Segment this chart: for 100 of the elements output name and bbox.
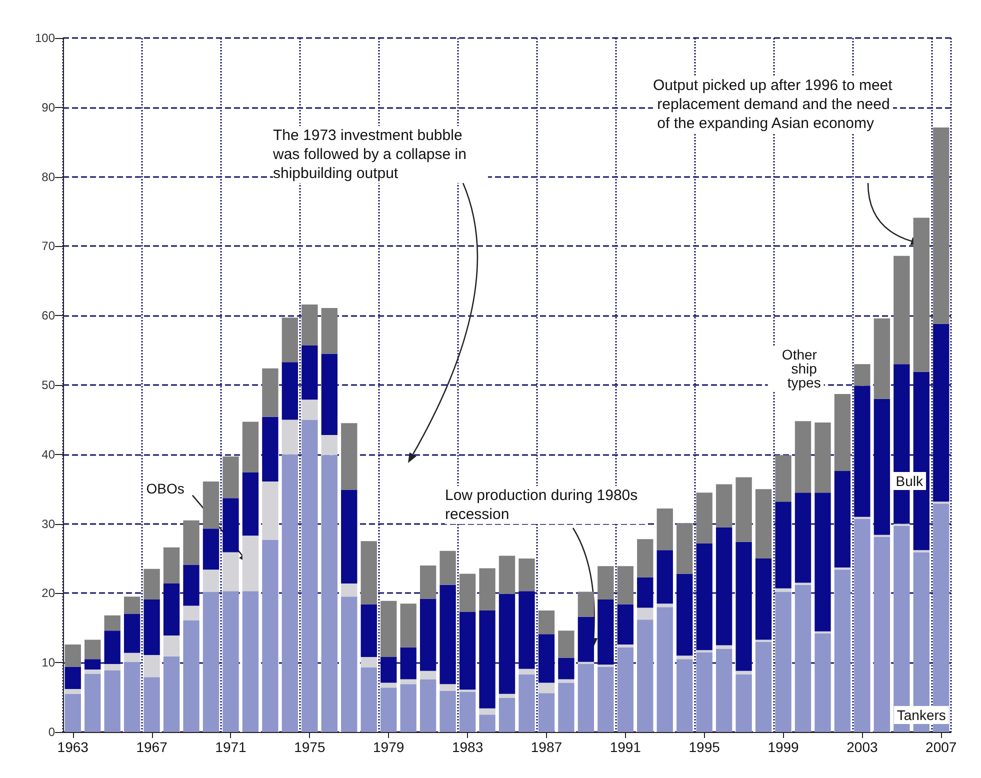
bar: [104, 664, 120, 670]
bar: [913, 218, 930, 372]
bar: [558, 658, 574, 680]
bar: [64, 644, 81, 667]
bar: [64, 666, 81, 689]
x-tick-label: 1971: [215, 739, 247, 755]
bar: [124, 662, 140, 732]
bar: [183, 606, 200, 620]
y-tick-label: 100: [34, 31, 56, 45]
bar: [420, 598, 436, 671]
y-tick-label: 70: [42, 239, 56, 254]
y-tick-label: 90: [42, 100, 56, 114]
bar: [222, 498, 239, 552]
bar: [558, 630, 574, 658]
bar: [282, 318, 298, 362]
bar: [360, 541, 377, 604]
bar: [282, 454, 298, 732]
bar: [341, 583, 358, 597]
bar: [716, 527, 732, 646]
bar: [716, 648, 732, 732]
bar: [282, 362, 298, 420]
bar: [775, 588, 792, 592]
bar: [538, 693, 555, 732]
bar: [498, 556, 516, 594]
bar: [440, 691, 456, 732]
bar: [302, 420, 318, 732]
bar: [321, 434, 338, 456]
bar: [380, 600, 397, 658]
bar: [380, 682, 397, 688]
bar: [814, 633, 831, 732]
bar: [440, 684, 456, 692]
bar: [321, 308, 338, 354]
bar: [518, 558, 535, 592]
bar: [637, 608, 654, 620]
bar: [440, 584, 456, 684]
bar: [617, 647, 634, 732]
bar: [420, 565, 436, 599]
bar: [163, 547, 180, 584]
bar: [380, 657, 397, 683]
bar: [933, 128, 950, 324]
bar: [360, 667, 377, 732]
bar: [518, 591, 535, 669]
bar: [479, 708, 496, 715]
bar: [755, 489, 772, 558]
bar: [538, 610, 555, 634]
bar: [794, 492, 812, 583]
bar: [84, 640, 101, 660]
text: OBOs: [146, 480, 184, 496]
x-tick-label: 1995: [688, 739, 720, 755]
bar: [755, 642, 772, 732]
bar: [637, 539, 654, 578]
bar: [222, 591, 239, 732]
bar: [617, 644, 634, 648]
bar: [400, 604, 416, 648]
bar: [656, 604, 673, 608]
bar: [144, 654, 160, 678]
bar: [874, 318, 890, 399]
bar: [736, 674, 752, 732]
bar: [202, 481, 220, 529]
bar: [498, 698, 516, 732]
bar: [360, 657, 377, 668]
bar: [656, 607, 673, 732]
y-tick-label: 10: [42, 656, 56, 670]
x-tick-label: 2003: [846, 739, 878, 755]
bar: [755, 558, 772, 640]
annotation: Output picked up after 1996 to meet replacement demand and the need of the expanding Asian economy: [653, 77, 894, 132]
y-tick-label: 80: [42, 170, 56, 184]
bar: [656, 550, 673, 604]
bar: [794, 584, 812, 732]
series-label: Tankers: [896, 707, 946, 723]
bar: [656, 508, 673, 550]
bar: [380, 688, 397, 732]
series-label: Bulk: [896, 472, 924, 489]
bar: [736, 670, 752, 674]
bar: [262, 540, 278, 732]
y-tick-label: 20: [42, 586, 56, 600]
series-label: Other ship types: [782, 346, 821, 391]
bar: [302, 304, 318, 346]
bar: [676, 523, 693, 574]
bar: [736, 542, 752, 671]
bar: [459, 574, 476, 612]
bar: [302, 345, 318, 400]
bar: [124, 614, 140, 653]
bar: [696, 652, 712, 732]
bar: [696, 492, 712, 544]
bar: [84, 659, 101, 670]
bar: [479, 610, 496, 708]
x-tick-label: 1975: [294, 739, 326, 755]
bar: [341, 490, 358, 584]
bar: [163, 656, 180, 732]
bar: [183, 620, 200, 732]
bar: [64, 688, 81, 694]
bar: [321, 354, 338, 435]
bar: [282, 420, 298, 454]
bar: [459, 612, 476, 690]
annotation: The 1973 investment bubble was followed by a collapse in shipbuilding output: [272, 127, 471, 182]
y-tick-label: 60: [42, 308, 56, 323]
bar: [518, 674, 535, 732]
bar: [716, 484, 732, 528]
bar: [242, 591, 259, 732]
